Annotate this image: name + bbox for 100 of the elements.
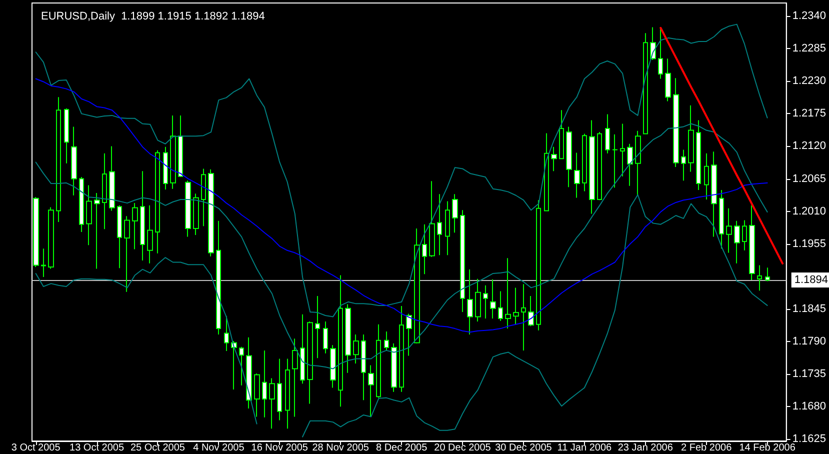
- candlestick: [620, 123, 625, 177]
- candlestick: [48, 206, 54, 270]
- candlestick: [521, 284, 526, 351]
- y-tick-label: 1.1625: [792, 433, 826, 446]
- candlestick: [307, 320, 313, 404]
- ref-line-label: 1.1894: [794, 274, 828, 286]
- candlestick: [208, 168, 214, 257]
- candlestick: [79, 176, 84, 233]
- candlestick: [285, 358, 290, 430]
- y-tick-label: 1.1845: [792, 303, 826, 316]
- candlestick: [681, 149, 686, 182]
- candlestick: [269, 378, 275, 430]
- candlestick: [56, 96, 61, 222]
- candlestick: [239, 346, 244, 386]
- y-tick-label: 1.2285: [792, 42, 826, 55]
- x-tick-label: 11 Jan 2006: [557, 442, 612, 454]
- x-tick-label: 20 Dec 2005: [434, 442, 492, 454]
- candlestick: [498, 290, 503, 322]
- candlestick: [711, 151, 717, 238]
- candlestick: [71, 126, 77, 196]
- candlestick: [109, 146, 115, 212]
- candlestick: [376, 324, 381, 398]
- text: EURUSD,Daily 1.1899 1.1915 1.1892 1.1894: [41, 10, 265, 22]
- y-tick-label: 1.2065: [792, 172, 826, 185]
- candlestick: [505, 258, 511, 330]
- candlestick: [589, 120, 595, 214]
- x-tick-label: 30 Dec 2005: [495, 442, 552, 454]
- line-series: [660, 26, 784, 264]
- candlestick: [41, 248, 46, 278]
- candlestick: [64, 108, 69, 164]
- candlestick: [635, 130, 641, 196]
- candlestick: [574, 152, 580, 198]
- candlestick: [170, 114, 176, 190]
- candlestick: [384, 331, 389, 351]
- candlestick: [544, 132, 549, 212]
- y-tick-label: 1.2010: [792, 205, 826, 218]
- candlestick: [452, 194, 458, 234]
- candlestick: [734, 220, 740, 264]
- candlestick: [429, 180, 435, 258]
- x-tick-label: 23 Jan 2006: [618, 442, 674, 454]
- y-tick-label: 1.2230: [792, 75, 826, 88]
- x-tick-label: 14 Feb 2006: [739, 442, 796, 454]
- candlestick: [559, 110, 564, 160]
- candlestick: [323, 320, 328, 354]
- candlestick: [345, 304, 351, 374]
- candlestick: [597, 132, 602, 201]
- candlestick: [605, 114, 610, 154]
- line-series: [35, 123, 768, 370]
- candlestick: [231, 340, 237, 390]
- candlestick: [643, 32, 648, 134]
- candlestick: [117, 204, 122, 269]
- candlestick: [399, 306, 404, 392]
- candlestick: [749, 204, 755, 281]
- candlestick: [124, 216, 130, 292]
- candlestick: [353, 334, 359, 364]
- candlestick: [612, 134, 618, 188]
- candlestick: [224, 316, 229, 352]
- x-tick-label: 16 Nov 2005: [251, 442, 308, 454]
- candlestick: [292, 338, 298, 418]
- candlestick: [696, 120, 701, 191]
- candlestick: [185, 180, 191, 238]
- candlestick: [475, 278, 481, 322]
- line-series: [35, 24, 768, 318]
- candlestick: [566, 126, 572, 188]
- candlestick: [361, 334, 366, 401]
- candlestick: [86, 184, 92, 246]
- y-tick-label: 1.2120: [792, 140, 826, 152]
- candlestick: [391, 342, 397, 392]
- candlestick: [726, 208, 732, 254]
- x-tick-label: 2 Feb 2006: [681, 442, 732, 454]
- candlestick: [658, 27, 663, 80]
- candlestick: [528, 295, 534, 327]
- candlestick: [757, 264, 762, 292]
- candlestick: [246, 336, 252, 409]
- x-tick-label: 8 Dec 2005: [376, 442, 428, 454]
- candlestick: [483, 284, 488, 319]
- candlestick: [262, 350, 267, 418]
- candlestick: [742, 220, 747, 251]
- candlestick: [155, 150, 160, 254]
- candlestick: [178, 114, 183, 178]
- y-tick-label: 1.2340: [792, 10, 826, 22]
- candlestick: [536, 200, 541, 331]
- candlestick: [147, 204, 153, 264]
- y-tick-label: 1.1735: [792, 368, 826, 380]
- candlestick: [254, 373, 260, 418]
- candlestick: [193, 193, 199, 236]
- candlestick: [445, 200, 450, 256]
- y-tick-label: 1.1680: [792, 400, 826, 413]
- candlestick: [102, 152, 107, 230]
- candlestick: [582, 133, 587, 192]
- candlestick: [437, 194, 442, 256]
- candlestick: [765, 267, 770, 282]
- candlestick: [277, 358, 282, 421]
- candlestick: [140, 170, 145, 261]
- x-tick-label: 25 Oct 2005: [130, 442, 186, 454]
- y-tick-label: 1.2175: [792, 108, 826, 120]
- x-tick-label: 28 Nov 2005: [312, 442, 370, 454]
- candlestick: [414, 228, 420, 344]
- candlestick: [201, 168, 206, 227]
- candlestick: [665, 58, 671, 102]
